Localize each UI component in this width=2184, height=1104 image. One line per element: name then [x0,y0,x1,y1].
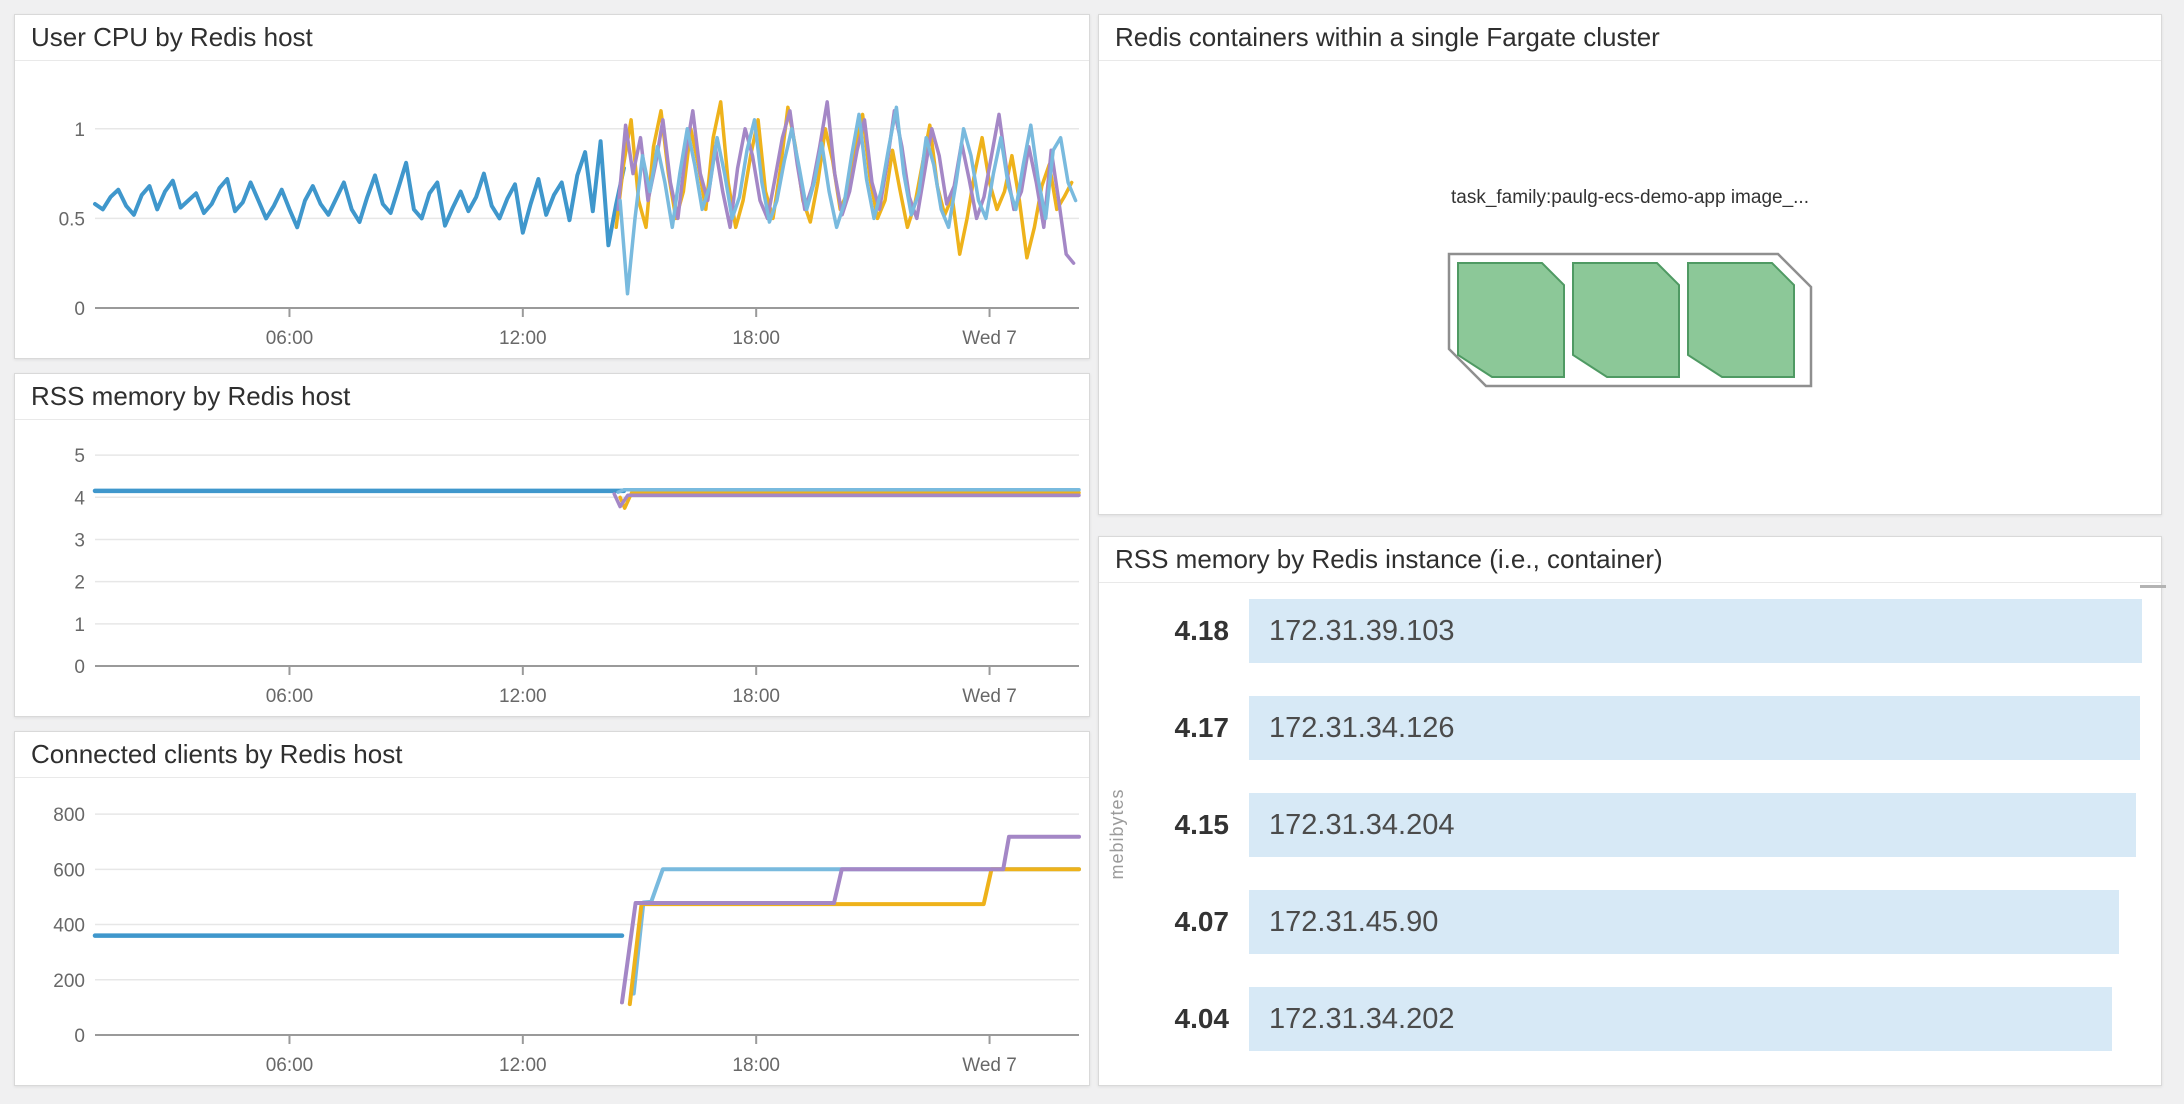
panel-rss-instance: RSS memory by Redis instance (i.e., cont… [1098,536,2162,1086]
y-tick-label: 1 [74,120,85,141]
x-tick-label: 12:00 [499,686,547,707]
toplist-host-label: 172.31.34.204 [1269,808,1455,841]
user_cpu-svg: 0 0.5 1 06:00 12:00 18:00 Wed 7 [59,100,1079,349]
y-tick-label: 200 [53,971,85,992]
toplist-bar-track: 172.31.34.126 [1249,696,2142,760]
y-tick-label: 4 [74,488,85,509]
panel-title-rss-host: RSS memory by Redis host [15,374,1089,420]
toplist-bar-track: 172.31.34.204 [1249,793,2142,857]
panel-title-fargate-cluster: Redis containers within a single Fargate… [1099,15,2161,61]
toplist-bar[interactable]: 172.31.34.126 [1249,696,2140,760]
series-container-purple [620,834,1081,1005]
series-container-cyan [631,867,1081,996]
x-tick-label: 12:00 [499,328,547,349]
y-tick-label: 600 [53,860,85,881]
y-tick-label: 1 [74,615,85,636]
panel-title-rss-instance: RSS memory by Redis instance (i.e., cont… [1099,537,2161,583]
y-tick-label: 800 [53,805,85,826]
x-tick-label: 18:00 [732,1055,780,1076]
toplist-host-label: 172.31.34.202 [1269,1002,1455,1035]
connected-clients-chart[interactable]: 0 200 400 600 800 06:00 12:00 18:00 Wed 7 [15,778,1089,1085]
panel-title-user-cpu: User CPU by Redis host [15,15,1089,61]
rss-instance-toplist: mebibytes 4.18 172.31.39.103 4.17 172.31.34… [1099,583,2161,1085]
toplist-row[interactable]: 4.04 172.31.34.202 [1099,987,2142,1051]
x-tick-label: Wed 7 [962,328,1017,349]
y-tick-label: 2 [74,573,85,594]
x-tick-label: 06:00 [266,1055,314,1076]
x-tick-label: 06:00 [266,328,314,349]
series-redis-host [93,139,626,248]
rss_host-svg: 0 1 2 3 4 5 06:00 12:00 18:00 Wed 7 [74,446,1081,707]
toplist-bar-track: 172.31.45.90 [1249,890,2142,954]
y-tick-label: 3 [74,530,85,551]
toplist-value: 4.18 [1174,615,1230,646]
x-tick-label: 06:00 [266,686,314,707]
panel-user-cpu: User CPU by Redis host 0 0.5 1 06:00 12:00 18… [14,14,1090,359]
series-container-gold [614,100,1074,260]
panel-title-connected-clients: Connected clients by Redis host [15,732,1089,778]
toplist-bar[interactable]: 172.31.45.90 [1249,890,2119,954]
y-tick-label: 400 [53,916,85,937]
series-container-cyan [618,105,1078,296]
x-tick-label: 18:00 [732,686,780,707]
toplist-bar[interactable]: 172.31.34.204 [1249,793,2136,857]
toplist-host-label: 172.31.39.103 [1269,614,1455,647]
y-tick-label: 0 [74,299,85,320]
x-tick-label: 12:00 [499,1055,547,1076]
panel-connected-clients: Connected clients by Redis host 0 200 400 6… [14,731,1090,1086]
toplist-value: 4.17 [1174,712,1230,743]
toplist-value: 4.07 [1174,906,1230,937]
user-cpu-chart[interactable]: 0 0.5 1 06:00 12:00 18:00 Wed 7 [15,61,1089,358]
toplist-host-label: 172.31.45.90 [1269,905,1439,938]
panel-rss-host: RSS memory by Redis host 0 1 2 3 4 5 06:00 12:0… [14,373,1090,717]
x-tick-label: 18:00 [732,328,780,349]
y-tick-label: 0.5 [59,209,85,230]
task-group-label: task_family:paulg-ecs-demo-app image_... [1450,186,1809,208]
redis-container-hex[interactable] [1572,261,1680,378]
toplist-bar-track: 172.31.39.103 [1249,599,2142,663]
toplist-value: 4.04 [1174,1003,1230,1034]
fargate-cluster-body: task_family:paulg-ecs-demo-app image_... [1099,61,2161,514]
toplist-bar[interactable]: 172.31.34.202 [1249,987,2113,1051]
y-tick-label: 0 [74,1026,85,1047]
container-group-hexmap[interactable] [1446,251,1814,389]
clients-svg: 0 200 400 600 800 06:00 12:00 18:00 Wed 7 [53,805,1081,1076]
series-container-cyan [616,487,1081,494]
toplist-host-label: 172.31.34.126 [1269,711,1455,744]
series-container-gold [627,867,1081,1007]
x-tick-label: Wed 7 [962,686,1017,707]
toplist-bar-track: 172.31.34.202 [1249,987,2142,1051]
toplist-row[interactable]: 4.18 172.31.39.103 [1099,599,2142,663]
y-tick-label: 0 [74,657,85,678]
toplist-rows: 4.18 172.31.39.103 4.17 172.31.34.126 4.15 17… [1099,599,2142,1084]
toplist-row[interactable]: 4.15 172.31.34.204 [1099,793,2142,857]
toplist-row[interactable]: 4.17 172.31.34.126 [1099,696,2142,760]
redis-container-hex[interactable] [1687,261,1795,378]
toplist-scrollbar-thumb[interactable] [2140,585,2166,588]
y-tick-label: 5 [74,446,85,467]
toplist-value: 4.15 [1174,809,1230,840]
x-tick-label: Wed 7 [962,1055,1017,1076]
rss-host-chart[interactable]: 0 1 2 3 4 5 06:00 12:00 18:00 Wed 7 [15,420,1089,716]
series-container-purple [612,492,1081,509]
toplist-row[interactable]: 4.07 172.31.45.90 [1099,890,2142,954]
toplist-bar[interactable]: 172.31.39.103 [1249,599,2142,663]
panel-fargate-cluster: Redis containers within a single Fargate… [1098,14,2162,515]
redis-container-hex[interactable] [1457,261,1565,378]
